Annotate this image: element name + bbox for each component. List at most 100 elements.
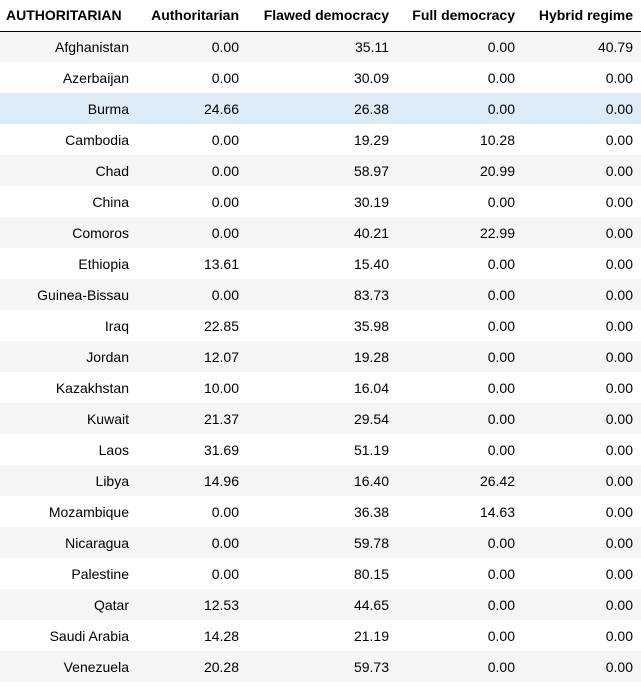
table-cell: 16.40 [353, 472, 389, 489]
table-cell: 0.00 [487, 69, 515, 86]
table-cell: 22.99 [479, 224, 515, 241]
column-header-full-democracy: Full democracy [412, 7, 515, 24]
header-row: AUTHORITARIAN Authoritarian Flawed democ… [0, 0, 641, 31]
table-cell: 0.00 [487, 348, 515, 365]
table-row[interactable]: Iraq 22.85 35.98 0.00 0.00 [0, 310, 641, 341]
row-index-label: Iraq [104, 317, 129, 334]
table-cell: 0.00 [605, 255, 633, 272]
table-cell: 0.00 [211, 162, 239, 179]
table-cell: 13.61 [203, 255, 239, 272]
table-cell: 14.96 [203, 472, 239, 489]
table-cell: 0.00 [605, 348, 633, 365]
table-row[interactable]: China 0.00 30.19 0.00 0.00 [0, 186, 641, 217]
table-cell: 35.98 [353, 317, 389, 334]
table-cell: 20.99 [479, 162, 515, 179]
row-index-label: Nicaragua [65, 534, 129, 551]
table-cell: 29.54 [353, 410, 389, 427]
row-index-label: Laos [98, 441, 129, 458]
row-index-label: Guinea-Bissau [37, 286, 129, 303]
table-cell: 0.00 [211, 565, 239, 582]
table-cell: 26.38 [353, 100, 389, 117]
row-index-label: Chad [95, 162, 129, 179]
table-cell: 0.00 [487, 534, 515, 551]
table-cell: 0.00 [487, 193, 515, 210]
table-cell: 14.28 [203, 627, 239, 644]
table-cell: 14.63 [479, 503, 515, 520]
table-cell: 80.15 [353, 565, 389, 582]
table-row[interactable]: Afghanistan 0.00 35.11 0.00 40.79 [0, 31, 641, 62]
table-cell: 0.00 [211, 38, 239, 55]
table-row[interactable]: Palestine 0.00 80.15 0.00 0.00 [0, 558, 641, 589]
table-row[interactable]: Qatar 12.53 44.65 0.00 0.00 [0, 589, 641, 620]
table-cell: 19.29 [353, 131, 389, 148]
table-cell: 0.00 [487, 596, 515, 613]
table-row[interactable]: Kazakhstan 10.00 16.04 0.00 0.00 [0, 372, 641, 403]
row-index-label: Venezuela [63, 658, 129, 675]
row-index-label: Kazakhstan [55, 379, 129, 396]
table-cell: 30.09 [353, 69, 389, 86]
table-row[interactable]: Ethiopia 13.61 15.40 0.00 0.00 [0, 248, 641, 279]
table-row[interactable]: Mozambique 0.00 36.38 14.63 0.00 [0, 496, 641, 527]
table-cell: 0.00 [211, 224, 239, 241]
table-row[interactable]: Venezuela 20.28 59.73 0.00 0.00 [0, 651, 641, 682]
table-cell: 0.00 [211, 193, 239, 210]
table-cell: 58.97 [353, 162, 389, 179]
table-cell: 0.00 [605, 627, 633, 644]
table-row[interactable]: Azerbaijan 0.00 30.09 0.00 0.00 [0, 62, 641, 93]
table-cell: 36.38 [353, 503, 389, 520]
table-cell: 30.19 [353, 193, 389, 210]
table-cell: 0.00 [605, 410, 633, 427]
table-row[interactable]: Saudi Arabia 14.28 21.19 0.00 0.00 [0, 620, 641, 651]
table-cell: 0.00 [487, 286, 515, 303]
table-cell: 0.00 [605, 286, 633, 303]
table-cell: 31.69 [203, 441, 239, 458]
table-cell: 59.78 [353, 534, 389, 551]
row-index-label: Mozambique [48, 503, 129, 520]
table-row[interactable]: Jordan 12.07 19.28 0.00 0.00 [0, 341, 641, 372]
table-row[interactable]: Laos 31.69 51.19 0.00 0.00 [0, 434, 641, 465]
table-cell: 0.00 [487, 565, 515, 582]
table-cell: 0.00 [487, 317, 515, 334]
table-cell: 19.28 [353, 348, 389, 365]
table-cell: 21.19 [353, 627, 389, 644]
table-cell: 0.00 [605, 162, 633, 179]
table-cell: 26.42 [479, 472, 515, 489]
table-cell: 0.00 [605, 193, 633, 210]
row-index-label: Qatar [93, 596, 129, 613]
table-cell: 0.00 [487, 379, 515, 396]
table-cell: 40.79 [597, 38, 633, 55]
table-row[interactable]: Kuwait 21.37 29.54 0.00 0.00 [0, 403, 641, 434]
table-cell: 35.11 [355, 38, 389, 55]
table-cell: 0.00 [487, 627, 515, 644]
table-cell: 0.00 [487, 441, 515, 458]
table-cell: 0.00 [487, 255, 515, 272]
row-index-label: Ethiopia [78, 255, 129, 272]
table-row[interactable]: Comoros 0.00 40.21 22.99 0.00 [0, 217, 641, 248]
table-row[interactable]: Guinea-Bissau 0.00 83.73 0.00 0.00 [0, 279, 641, 310]
table-cell: 21.37 [203, 410, 239, 427]
row-index-label: Jordan [86, 348, 129, 365]
table-cell: 20.28 [203, 658, 239, 675]
row-index-label: China [92, 193, 129, 210]
table-cell: 0.00 [605, 379, 633, 396]
table-row[interactable]: Libya 14.96 16.40 26.42 0.00 [0, 465, 641, 496]
table-cell: 0.00 [605, 441, 633, 458]
row-index-label: Kuwait [86, 410, 129, 427]
table-cell: 0.00 [605, 100, 633, 117]
table-cell: 0.00 [605, 596, 633, 613]
table-cell: 0.00 [605, 69, 633, 86]
row-index-label: Comoros [72, 224, 129, 241]
table-row[interactable]: Cambodia 0.00 19.29 10.28 0.00 [0, 124, 641, 155]
table-row[interactable]: Burma 24.66 26.38 0.00 0.00 [0, 93, 641, 124]
table-row[interactable]: Nicaragua 0.00 59.78 0.00 0.00 [0, 527, 641, 558]
row-index-label: Palestine [71, 565, 129, 582]
column-header-flawed-democracy: Flawed democracy [263, 7, 389, 24]
table-row[interactable]: Chad 0.00 58.97 20.99 0.00 [0, 155, 641, 186]
table-cell: 15.40 [353, 255, 389, 272]
table-cell: 0.00 [605, 472, 633, 489]
table-cell: 0.00 [605, 503, 633, 520]
table-cell: 0.00 [487, 100, 515, 117]
table-cell: 83.73 [353, 286, 389, 303]
table-cell: 0.00 [487, 410, 515, 427]
table-cell: 0.00 [605, 658, 633, 675]
